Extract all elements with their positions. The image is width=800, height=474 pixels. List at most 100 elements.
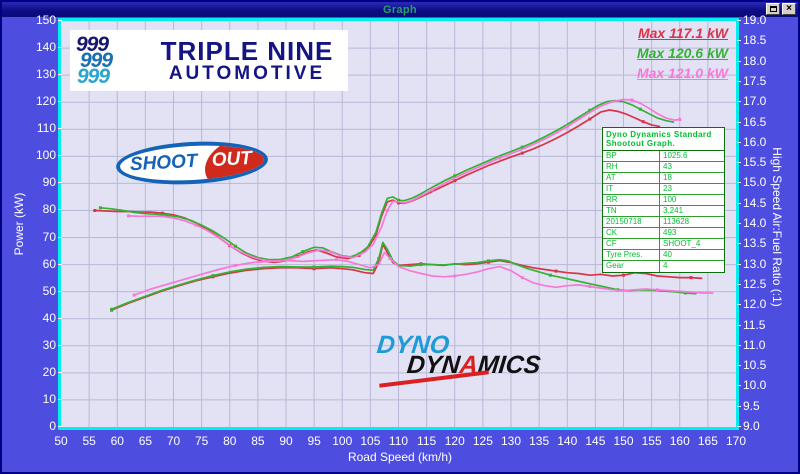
info-row: 20150718 113628 bbox=[603, 217, 724, 228]
info-row-value: 4 bbox=[663, 261, 668, 270]
x-tick-155: 155 bbox=[641, 434, 662, 448]
info-row-label: Tyre Pres. bbox=[603, 250, 660, 260]
info-row-value: 3.241 bbox=[663, 206, 684, 215]
left-tick-110: 110 bbox=[37, 121, 62, 135]
right-tick-10.0: 10.0 bbox=[737, 378, 766, 392]
left-tick-140: 140 bbox=[36, 40, 62, 54]
x-tick-120: 120 bbox=[444, 434, 465, 448]
left-tick-20: 20 bbox=[43, 365, 62, 379]
x-tick-135: 135 bbox=[529, 434, 550, 448]
info-row-value: 100 bbox=[663, 195, 677, 204]
right-tick-19.0: 19.0 bbox=[737, 13, 766, 27]
right-tick-14.0: 14.0 bbox=[737, 216, 766, 230]
x-tick-105: 105 bbox=[360, 434, 381, 448]
x-tick-170: 170 bbox=[725, 434, 747, 448]
info-row-label: AT bbox=[603, 173, 660, 183]
left-tick-150: 150 bbox=[36, 13, 62, 27]
right-tick-17.5: 17.5 bbox=[737, 74, 766, 88]
legend-run3-max: Max 121.0 kW bbox=[636, 65, 728, 81]
left-tick-0: 0 bbox=[49, 419, 62, 433]
x-axis-title: Road Speed (km/h) bbox=[347, 450, 453, 464]
plot-frame: 999 999 999 TRIPLE NINE AUTOMOTIVE SHOOT… bbox=[58, 18, 739, 430]
curve-run2-power bbox=[100, 99, 675, 261]
triple-nine-title: TRIPLE NINE bbox=[160, 35, 334, 66]
info-row-value: 493 bbox=[663, 228, 677, 237]
curve-run3-power bbox=[128, 98, 680, 263]
window-controls: × bbox=[766, 3, 796, 15]
right-tick-13.5: 13.5 bbox=[737, 236, 766, 250]
right-tick-18.0: 18.0 bbox=[737, 54, 766, 68]
curve-run2-afr bbox=[111, 241, 697, 311]
info-row: RR 100 bbox=[603, 195, 724, 206]
shootout-text-left: SHOOT bbox=[129, 150, 199, 176]
triple-nine-subtitle: AUTOMOTIVE bbox=[168, 62, 326, 84]
triple-nine-logo: 999 999 999 TRIPLE NINE AUTOMOTIVE bbox=[70, 30, 348, 91]
x-tick-80: 80 bbox=[223, 434, 237, 448]
x-tick-65: 65 bbox=[138, 434, 153, 448]
info-row-label: RH bbox=[603, 162, 660, 172]
left-tick-130: 130 bbox=[36, 67, 62, 81]
dyno-dynamics-logo: DYNO DYNAMICS bbox=[376, 331, 557, 388]
right-tick-9.5: 9.5 bbox=[737, 399, 760, 413]
info-row-label: 20150718 bbox=[603, 217, 660, 227]
right-tick-16.5: 16.5 bbox=[737, 115, 766, 129]
x-tick-150: 150 bbox=[613, 434, 634, 448]
x-tick-130: 130 bbox=[500, 434, 522, 448]
right-tick-12.0: 12.0 bbox=[737, 297, 766, 311]
info-row: IT 23 bbox=[603, 184, 724, 195]
right-tick-11.5: 11.5 bbox=[737, 318, 765, 332]
info-row-label: CK bbox=[603, 228, 660, 238]
left-tick-50: 50 bbox=[43, 284, 62, 298]
info-row-label: BP bbox=[603, 151, 660, 161]
x-tick-85: 85 bbox=[251, 434, 265, 448]
info-row-value: 40 bbox=[663, 250, 672, 259]
x-tick-95: 95 bbox=[307, 434, 321, 448]
info-row: AT 18 bbox=[603, 173, 724, 184]
shootout-text-right: OUT bbox=[211, 147, 253, 171]
left-tick-10: 10 bbox=[43, 392, 62, 406]
curve-run1-power bbox=[94, 109, 661, 264]
window-title: Graph bbox=[383, 3, 417, 16]
max-power-legend: Max 117.1 kW Max 120.6 kW Max 121.0 kW bbox=[637, 25, 728, 85]
x-tick-115: 115 bbox=[417, 434, 437, 448]
info-row-value: 113628 bbox=[663, 217, 690, 226]
left-tick-120: 120 bbox=[36, 94, 62, 108]
x-tick-90: 90 bbox=[279, 434, 293, 448]
legend-run2-max: Max 120.6 kW bbox=[636, 45, 728, 61]
run-info-box: Dyno Dynamics Standard Shootout Graph. B… bbox=[602, 127, 725, 273]
curve-run3-afr bbox=[133, 251, 714, 296]
right-tick-11.0: 11.0 bbox=[737, 338, 765, 352]
info-row-value: 43 bbox=[663, 162, 672, 171]
x-tick-50: 50 bbox=[54, 434, 68, 448]
x-tick-160: 160 bbox=[669, 434, 690, 448]
right-axis-title: High Speed Air:Fuel Ratio (:1) bbox=[770, 147, 784, 307]
info-row: CF SHOOT_4 bbox=[603, 239, 724, 250]
window-titlebar[interactable]: Graph × bbox=[2, 2, 798, 17]
right-tick-12.5: 12.5 bbox=[737, 277, 766, 291]
right-tick-16.0: 16.0 bbox=[737, 135, 766, 149]
right-tick-9.0: 9.0 bbox=[737, 419, 760, 433]
x-tick-75: 75 bbox=[194, 434, 209, 448]
x-tick-110: 110 bbox=[388, 434, 409, 448]
info-row: RH 43 bbox=[603, 162, 724, 173]
right-tick-14.5: 14.5 bbox=[737, 196, 766, 210]
right-tick-17.0: 17.0 bbox=[737, 94, 766, 108]
restore-button[interactable] bbox=[766, 3, 780, 15]
x-tick-100: 100 bbox=[332, 434, 353, 448]
close-button[interactable]: × bbox=[782, 3, 796, 15]
info-row-label: RR bbox=[603, 195, 660, 205]
info-row: Gear 4 bbox=[603, 261, 724, 272]
info-row: TN 3.241 bbox=[603, 206, 724, 217]
left-tick-60: 60 bbox=[43, 257, 62, 271]
info-row-value: 18 bbox=[663, 173, 672, 182]
right-tick-15.5: 15.5 bbox=[737, 155, 766, 169]
info-box-header: Dyno Dynamics Standard Shootout Graph. bbox=[603, 128, 724, 151]
triple-nine-999-icon: 999 999 999 bbox=[76, 32, 113, 88]
plot-area[interactable]: 999 999 999 TRIPLE NINE AUTOMOTIVE SHOOT… bbox=[61, 21, 736, 427]
right-tick-13.0: 13.0 bbox=[737, 257, 766, 271]
left-tick-100: 100 bbox=[36, 148, 62, 162]
shootout-logo: SHOOT OUT bbox=[115, 138, 269, 188]
info-row: CK 493 bbox=[603, 228, 724, 239]
info-row-label: CF bbox=[603, 239, 660, 249]
